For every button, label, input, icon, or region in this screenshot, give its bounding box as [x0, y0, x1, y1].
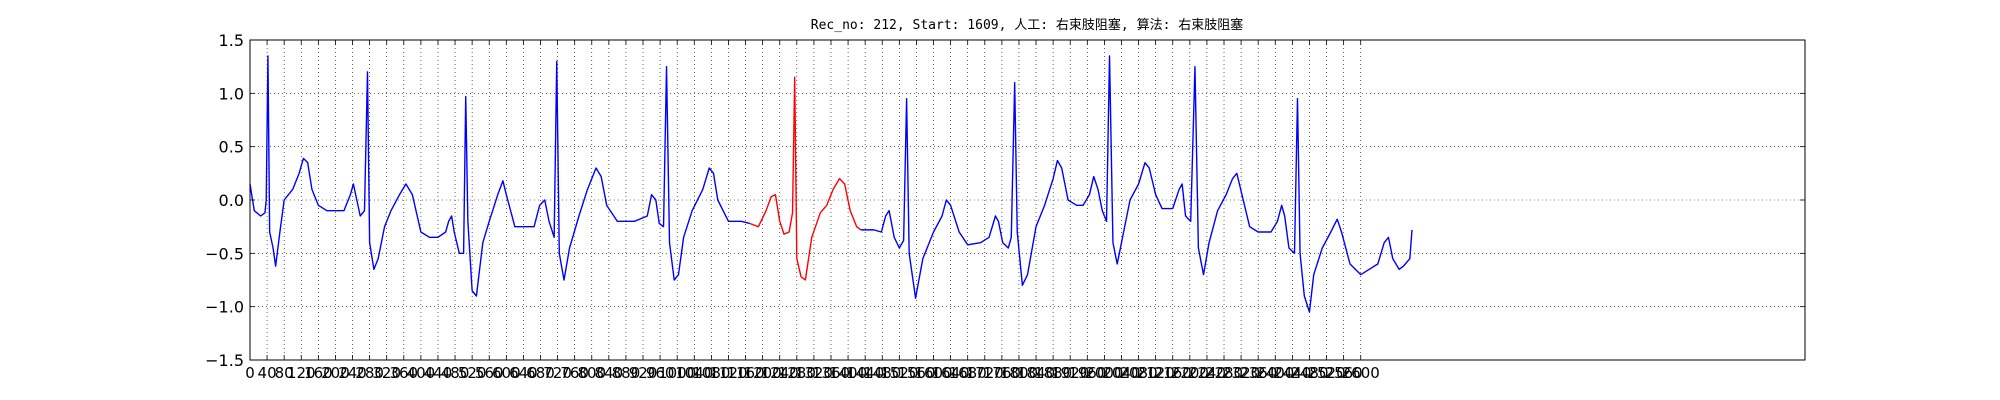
x-tick-label: 840 [595, 364, 624, 382]
x-tick-label: 2120 [1137, 364, 1175, 382]
x-tick-label: 1320 [795, 364, 833, 382]
x-tick-label: 1840 [1017, 364, 1055, 382]
x-tick-label: 1000 [658, 364, 696, 382]
x-tick-label: 960 [646, 364, 675, 382]
x-tick-label: 0 [245, 364, 255, 382]
x-tick-label: 1080 [692, 364, 730, 382]
x-tick-label: 1960 [1068, 364, 1106, 382]
y-tick-label: −1.5 [205, 351, 244, 370]
x-tick-label: 880 [612, 364, 641, 382]
x-tick-label: 640 [509, 364, 538, 382]
y-tick-label: 1.5 [219, 31, 244, 50]
x-tick-label: 1360 [812, 364, 850, 382]
x-tick-label: 760 [560, 364, 589, 382]
x-tick-label: 2600 [1342, 364, 1380, 382]
x-tick-label: 40 [258, 364, 277, 382]
x-tick-label: 1160 [726, 364, 764, 382]
x-tick-label: 800 [577, 364, 606, 382]
x-tick-label: 2240 [1188, 364, 1226, 382]
x-tick-label: 200 [321, 364, 350, 382]
x-tick-label: 2360 [1239, 364, 1277, 382]
x-tick-label: 1640 [932, 364, 970, 382]
x-tick-label: 1600 [914, 364, 952, 382]
x-tick-label: 1560 [897, 364, 935, 382]
y-tick-label: 0.0 [219, 191, 244, 210]
x-tick-label: 1880 [1034, 364, 1072, 382]
axis-ticks: 0 408012016020024028032036040044048052056… [205, 31, 1805, 382]
x-tick-label: 120 [287, 364, 316, 382]
y-tick-label: −0.5 [205, 244, 244, 263]
x-tick-label: 2560 [1325, 364, 1363, 382]
x-tick-label: 520 [458, 364, 487, 382]
x-tick-label: 1040 [675, 364, 713, 382]
x-tick-label: 1200 [744, 364, 782, 382]
x-tick-label: 400 [407, 364, 436, 382]
x-tick-label: 2440 [1273, 364, 1311, 382]
x-tick-label: 1520 [880, 364, 918, 382]
x-tick-label: 280 [355, 364, 384, 382]
y-tick-label: 0.5 [219, 138, 244, 157]
x-tick-label: 480 [441, 364, 470, 382]
x-tick-label: 1760 [983, 364, 1021, 382]
grid-lines [249, 39, 1805, 361]
x-tick-label: 2160 [1154, 364, 1192, 382]
x-tick-label: 1120 [709, 364, 747, 382]
x-tick-label: 240 [338, 364, 367, 382]
x-tick-label: 80 [275, 364, 294, 382]
x-tick-label: 2200 [1171, 364, 1209, 382]
x-tick-label: 1680 [949, 364, 987, 382]
x-tick-label: 600 [492, 364, 521, 382]
x-tick-label: 1400 [829, 364, 867, 382]
x-tick-label: 2320 [1222, 364, 1260, 382]
x-tick-label: 1480 [863, 364, 901, 382]
x-tick-label: 2280 [1205, 364, 1243, 382]
x-tick-label: 1440 [846, 364, 884, 382]
x-tick-label: 360 [389, 364, 418, 382]
y-tick-label: 1.0 [219, 84, 244, 103]
x-tick-label: 160 [304, 364, 333, 382]
x-tick-label: 560 [475, 364, 504, 382]
x-tick-label: 2080 [1119, 364, 1157, 382]
ecg-signal-continued-line [860, 55, 1413, 313]
y-tick-label: −1.0 [205, 298, 244, 317]
x-tick-label: 1800 [1000, 364, 1038, 382]
x-tick-label: 1920 [1051, 364, 1089, 382]
ecg-segment-highlight-line [749, 76, 862, 281]
x-tick-label: 440 [424, 364, 453, 382]
x-tick-label: 720 [543, 364, 572, 382]
x-tick-label: 2040 [1102, 364, 1140, 382]
x-tick-label: 1720 [966, 364, 1004, 382]
x-tick-label: 2400 [1256, 364, 1294, 382]
x-tick-label: 1240 [761, 364, 799, 382]
chart-title: Rec_no: 212, Start: 1609, 人工: 右束肢阻塞, 算法:… [811, 17, 1243, 33]
x-tick-label: 320 [372, 364, 401, 382]
x-tick-label: 2000 [1085, 364, 1123, 382]
x-tick-label: 2480 [1290, 364, 1328, 382]
x-tick-label: 1280 [778, 364, 816, 382]
ecg-signal-line [249, 55, 750, 297]
x-tick-label: 680 [526, 364, 555, 382]
data-series [249, 55, 1413, 313]
x-tick-label: 2520 [1307, 364, 1345, 382]
x-tick-label: 920 [629, 364, 658, 382]
